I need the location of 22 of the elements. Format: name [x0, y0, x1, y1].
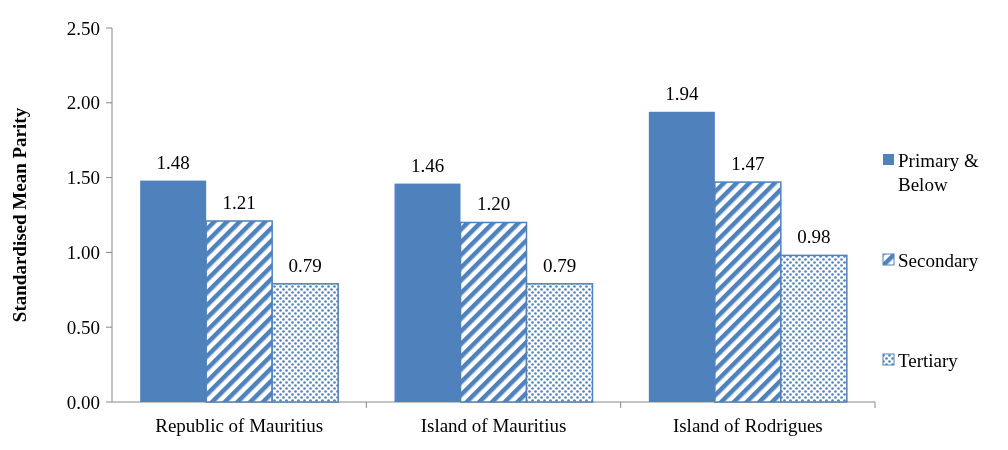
legend-label: Primary & Below — [898, 149, 979, 196]
y-tick-label: 0.50 — [66, 316, 100, 338]
data-label: 1.47 — [731, 153, 765, 175]
data-label: 0.98 — [797, 226, 831, 248]
data-label: 0.79 — [542, 254, 577, 276]
y-tick-label: 1.50 — [66, 167, 100, 189]
legend-label: Tertiary — [898, 349, 959, 371]
y-tick-label: 0.00 — [66, 391, 100, 413]
x-tick-label: Island of Rodrigues — [672, 415, 823, 436]
y-tick-label: 2.00 — [66, 92, 100, 114]
data-label: 1.48 — [156, 151, 190, 173]
data-label: 0.79 — [288, 254, 322, 276]
data-label: 1.20 — [476, 193, 511, 215]
x-tick-label: Island of Mauritius — [420, 415, 567, 436]
data-label: 1.46 — [410, 154, 445, 176]
x-tick-label: Republic of Mauritius — [155, 415, 324, 436]
y-tick-label: 1.00 — [66, 242, 100, 264]
legend-label: Secondary — [898, 249, 979, 271]
data-label: 1.94 — [665, 82, 699, 104]
y-tick-label: 2.50 — [66, 17, 100, 39]
y-axis-title: Standardised Mean Parity — [9, 107, 30, 323]
data-label: 1.21 — [222, 191, 256, 213]
